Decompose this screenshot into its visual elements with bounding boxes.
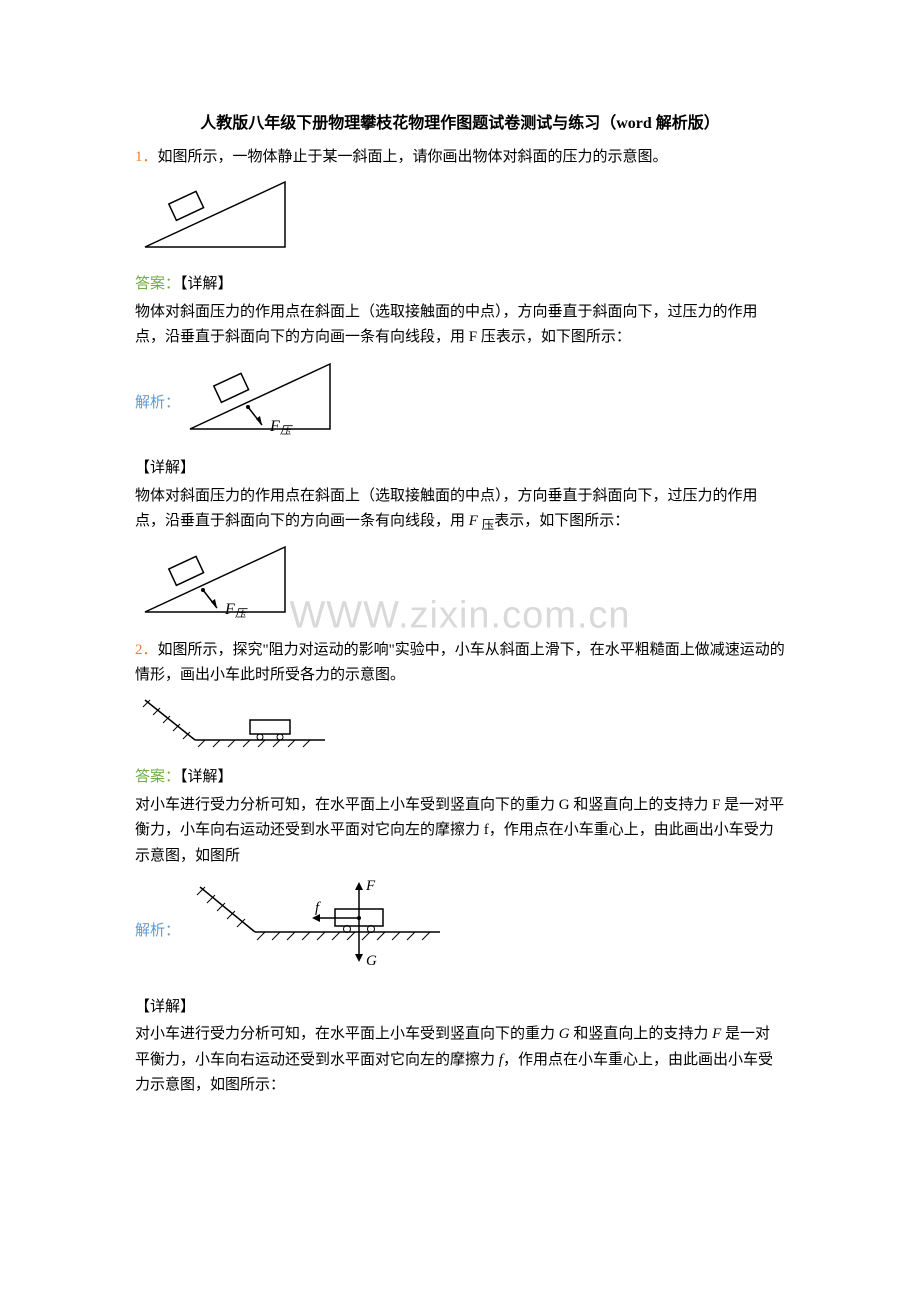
q1-analysis-figure: F 压 [180, 359, 340, 449]
q1-detail-heading: 【详解】 [135, 456, 785, 482]
answer-label: 答案： [135, 276, 180, 292]
q2-detail-f: F [712, 1026, 721, 1042]
q1-detail-text: 物体对斜面压力的作用点在斜面上（选取接触面的中点），方向垂直于斜面向下，过压力的… [135, 488, 758, 530]
question-1: 1．如图所示，一物体静止于某一斜面上，请你画出物体对斜面的压力的示意图。 [135, 145, 785, 171]
q1-answer-body: 物体对斜面压力的作用点在斜面上（选取接触面的中点），方向垂直于斜面向下，过压力的… [135, 300, 785, 351]
document-title: 人教版八年级下册物理攀枝花物理作图题试卷测试与练习（word 解析版） [135, 110, 785, 137]
q1-answer-heading: 【详解】 [180, 276, 233, 292]
q2-answer: 答案：【详解】 [135, 765, 785, 791]
q1-detail-fvar: F [469, 513, 478, 529]
q2-detail-g: G [559, 1026, 570, 1042]
q1-detail-figure: F 压 [135, 542, 785, 632]
q1-detail-fsub: 压 [482, 518, 495, 532]
q2-detail-text2: 和竖直向上的支持力 [573, 1026, 708, 1042]
q2-detail-heading: 【详解】 [135, 995, 785, 1021]
q1-number: 1． [135, 149, 158, 165]
svg-text:压: 压 [280, 425, 293, 437]
analysis-label: 解析： [135, 919, 180, 945]
q2-detail-body: 对小车进行受力分析可知，在水平面上小车受到竖直向下的重力 G 和竖直向上的支持力… [135, 1022, 785, 1099]
q2-analysis-figure: F G f [180, 877, 460, 987]
q2-detail-text1: 对小车进行受力分析可知，在水平面上小车受到竖直向下的重力 [135, 1026, 555, 1042]
svg-text:f: f [315, 900, 321, 916]
q1-detail-body: 物体对斜面压力的作用点在斜面上（选取接触面的中点），方向垂直于斜面向下，过压力的… [135, 484, 785, 537]
q1-answer: 答案：【详解】 [135, 272, 785, 298]
q2-analysis-row: 解析： F [135, 871, 785, 993]
q1-analysis-row: 解析： F 压 [135, 353, 785, 455]
q2-answer-heading: 【详解】 [180, 769, 233, 785]
svg-text:F: F [269, 418, 280, 435]
answer-label: 答案： [135, 769, 180, 785]
q1-detail-text2: 表示，如下图所示： [494, 513, 629, 529]
q2-answer-body: 对小车进行受力分析可知，在水平面上小车受到竖直向下的重力 G 和竖直向上的支持力… [135, 793, 785, 870]
q2-text: 如图所示，探究"阻力对运动的影响"实验中，小车从斜面上滑下，在水平粗糙面上做减速… [135, 642, 785, 684]
svg-text:F: F [365, 878, 376, 894]
svg-text:G: G [366, 953, 377, 969]
svg-text:压: 压 [235, 608, 248, 620]
q2-number: 2． [135, 642, 158, 658]
q2-figure [135, 695, 785, 760]
q1-figure [135, 177, 785, 267]
q1-text: 如图所示，一物体静止于某一斜面上，请你画出物体对斜面的压力的示意图。 [158, 149, 668, 165]
question-2: 2．如图所示，探究"阻力对运动的影响"实验中，小车从斜面上滑下，在水平粗糙面上做… [135, 638, 785, 689]
analysis-label: 解析： [135, 391, 180, 417]
svg-text:F: F [224, 601, 235, 618]
